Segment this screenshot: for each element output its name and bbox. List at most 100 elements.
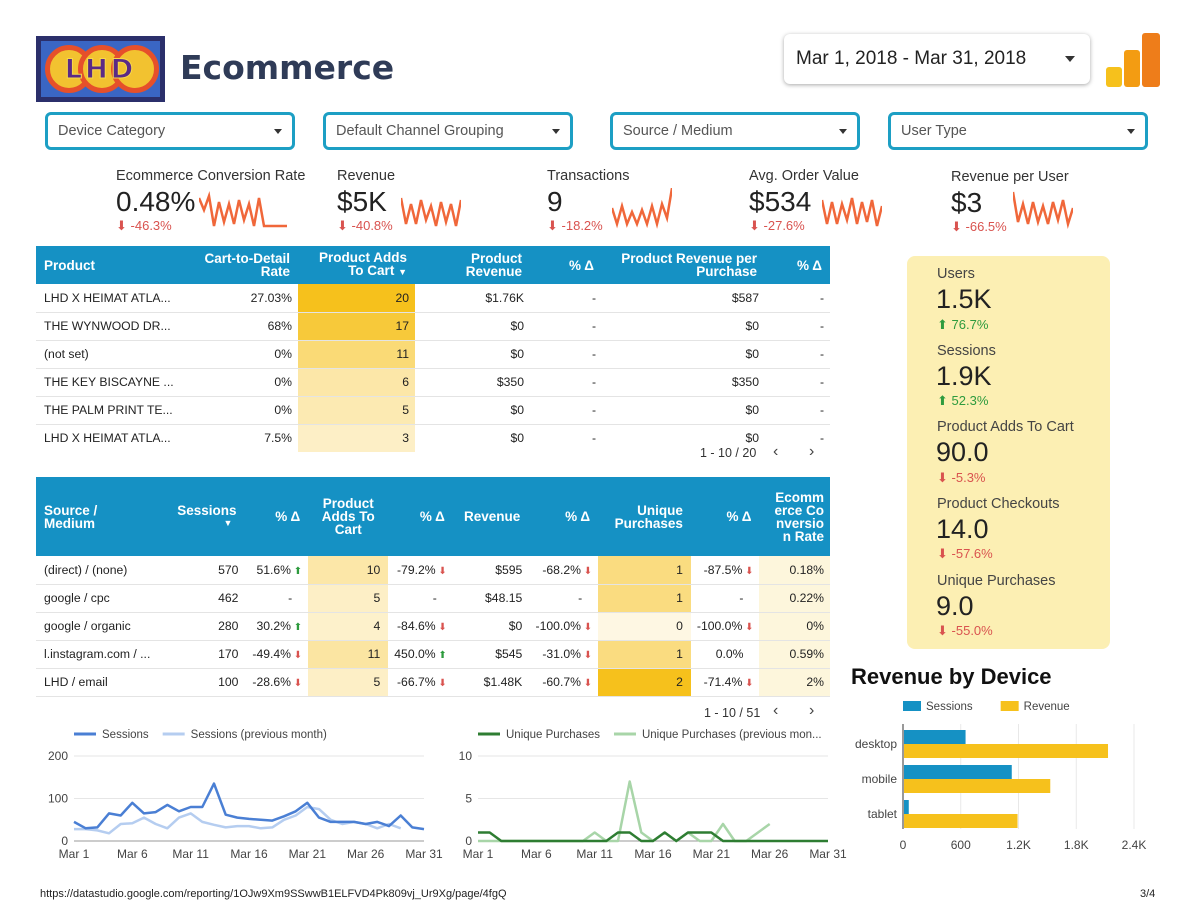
delta-value: -66.7% <box>397 675 436 689</box>
chevron-right-icon[interactable]: › <box>809 702 815 719</box>
col-header-product[interactable]: Product <box>36 246 191 284</box>
col-header-revenue[interactable]: Revenue <box>452 477 529 556</box>
summary-delta-value: -55.0% <box>951 623 993 638</box>
kpi-value: $534 <box>749 186 812 217</box>
x-tick-label: Mar 6 <box>117 847 148 861</box>
adds-to-cart: 5 <box>308 584 389 613</box>
product-name: LHD X HEIMAT ATLA... <box>36 284 191 313</box>
kpi-sparkline <box>401 197 461 227</box>
summary-value: 1.5K <box>936 284 992 314</box>
product-name: LHD X HEIMAT ATLA... <box>44 431 171 446</box>
kpi-sparkline <box>1013 191 1073 229</box>
delta-value: 30.2% <box>256 619 292 633</box>
revenue-per-purchase: $0 <box>602 340 765 369</box>
source-medium-value: (direct) / (none) <box>44 562 128 577</box>
unique-purchases: 1 <box>598 556 691 585</box>
table-row[interactable]: google / cpc 462 - 5 - $48.15 - 1 - 0.22% <box>36 584 830 613</box>
x-tick-label: Mar 21 <box>289 847 327 861</box>
col-header-delta[interactable]: % Δ <box>530 246 602 284</box>
arrow-down-icon: ⬇ <box>580 565 593 577</box>
col-header-adds-to-cart[interactable]: Product Adds To Cart <box>308 477 389 556</box>
adds-to-cart: 11 <box>298 340 415 369</box>
table-row[interactable]: THE WYNWOOD DR... 68% 17 $0 - $0 - <box>36 312 830 341</box>
col-header-delta[interactable]: % Δ <box>765 246 830 284</box>
filter-label: Source / Medium <box>623 123 733 139</box>
col-header-delta[interactable]: % Δ <box>528 477 599 556</box>
adds-to-cart: 4 <box>308 612 389 641</box>
kpi-delta-value: -27.6% <box>763 218 805 233</box>
x-tick-label: Mar 16 <box>634 847 672 861</box>
brand-logo: LHD <box>36 36 165 102</box>
arrow-up-icon: ⬆ <box>435 650 447 661</box>
source-table-pager: 1 - 10 / 51 <box>704 706 761 720</box>
chevron-left-icon[interactable]: ‹ <box>773 702 779 719</box>
kpi-label: Revenue per User <box>951 169 1069 185</box>
table-row[interactable]: (not set) 0% 11 $0 - $0 - <box>36 340 830 369</box>
table-row[interactable]: THE KEY BISCAYNE ... 0% 6 $350 - $350 - <box>36 368 830 397</box>
table-row[interactable]: (direct) / (none) 570 51.6% ⬆ 10 -79.2% ⬇ $59… <box>36 556 830 585</box>
kpi-delta-value: -40.8% <box>351 218 393 233</box>
bar-mobile-revenue <box>904 779 1051 793</box>
filter-source-medium[interactable]: Source / Medium <box>610 112 860 150</box>
filter-device-category[interactable]: Device Category <box>45 112 295 150</box>
col-header-delta[interactable]: % Δ <box>388 477 453 556</box>
x-tick-label: Mar 21 <box>693 847 731 861</box>
summary-value: 14.0 <box>936 514 989 544</box>
adds-to-cart: 5 <box>308 668 389 697</box>
revenue-value: $1.48K <box>483 675 523 689</box>
col-header-delta[interactable]: % Δ <box>690 477 760 556</box>
col-header-source-medium[interactable]: Source / Medium <box>36 477 157 556</box>
table-row[interactable]: google / organic 280 30.2% ⬆ 4 -84.6% ⬇ $0 -10… <box>36 612 830 641</box>
filter-default-channel-grouping[interactable]: Default Channel Grouping <box>323 112 573 150</box>
chevron-right-icon[interactable]: › <box>809 443 815 460</box>
delta: -28.6% ⬇ <box>244 668 309 697</box>
conversion-rate-value: 0% <box>806 619 824 633</box>
col-header-revenue-per-purchase[interactable]: Product Revenue per Purchase <box>602 246 765 284</box>
legend-label: Sessions <box>926 701 973 713</box>
table-row[interactable]: THE PALM PRINT TE... 0% 5 $0 - $0 - <box>36 396 830 425</box>
source-medium: l.instagram.com / ... <box>36 640 157 669</box>
unique-purchases: 0 <box>598 612 691 641</box>
col-header-sessions[interactable]: Sessions ▼ <box>156 477 245 556</box>
y-tick-label: 200 <box>48 749 68 763</box>
col-header-cart-to-detail[interactable]: Cart-to-Detail Rate <box>191 246 298 284</box>
delta: - <box>244 584 309 613</box>
col-header-ecommerce-conversion-rate[interactable]: Ecommerce Conversion Rate <box>759 477 830 556</box>
kpi-delta: ⬇ -40.8% <box>337 218 395 234</box>
x-tick-label: Mar 6 <box>521 847 552 861</box>
delta: - <box>530 396 602 425</box>
kpi-delta: ⬇ -46.3% <box>116 218 305 234</box>
delta-value: -84.6% <box>397 619 436 633</box>
table-row[interactable]: LHD / email 100 -28.6% ⬇ 5 -66.7% ⬇ $1.48K -60… <box>36 668 830 697</box>
summary-delta: ⬇ -57.6% <box>937 546 993 562</box>
arrow-down-icon: ⬇ <box>742 565 754 577</box>
delta: - <box>765 368 830 397</box>
table-row[interactable]: LHD X HEIMAT ATLA... 7.5% 3 $0 - $0 - <box>36 424 830 452</box>
y-tick-label: 0 <box>465 834 472 848</box>
table-row[interactable]: LHD X HEIMAT ATLA... 27.03% 20 $1.76K - … <box>36 284 830 313</box>
kpi-value: 9 <box>547 186 563 217</box>
arrow-up-icon: ⬆ <box>937 317 948 332</box>
table-row[interactable]: l.instagram.com / ... 170 -49.4% ⬇ 11 450.0%… <box>36 640 830 669</box>
revenue-value: $545 <box>495 647 523 661</box>
col-header-adds-to-cart[interactable]: Product Adds To Cart ▼ <box>298 246 415 284</box>
col-header-unique-purchases[interactable]: Unique Purchases <box>598 477 691 556</box>
legend-label: Sessions <box>102 729 149 741</box>
summary-label: Unique Purchases <box>937 573 1056 589</box>
summary-label: Users <box>937 266 975 282</box>
delta-value: -68.2% <box>542 562 581 577</box>
filter-label: Device Category <box>58 123 166 139</box>
filter-user-type[interactable]: User Type <box>888 112 1148 150</box>
table-header-row: Source / Medium Sessions ▼ % Δ Product Ad… <box>36 477 830 556</box>
summary-label: Product Checkouts <box>937 496 1060 512</box>
product-name: (not set) <box>36 340 191 369</box>
x-tick-label: Mar 26 <box>751 847 789 861</box>
delta-value: -79.2% <box>397 562 436 577</box>
delta: - <box>530 340 602 369</box>
chevron-left-icon[interactable]: ‹ <box>773 443 779 460</box>
delta-value: -31.0% <box>542 647 581 661</box>
date-range-picker[interactable]: Mar 1, 2018 - Mar 31, 2018 <box>784 34 1090 84</box>
col-header-delta[interactable]: % Δ <box>244 477 309 556</box>
col-header-product-revenue[interactable]: Product Revenue <box>415 246 530 284</box>
delta-value: - <box>288 591 293 605</box>
